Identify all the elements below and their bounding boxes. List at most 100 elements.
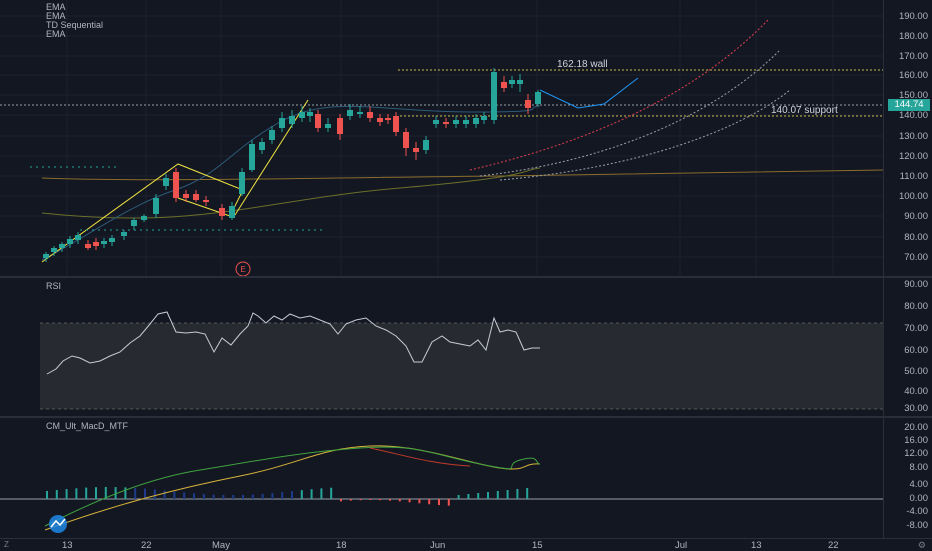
candle-body[interactable]: [501, 82, 507, 88]
candle-body[interactable]: [377, 118, 383, 122]
candle-body[interactable]: [423, 140, 429, 150]
macd-tick: 12.00: [904, 448, 928, 459]
candle-body[interactable]: [249, 144, 255, 170]
candle-body[interactable]: [385, 118, 391, 120]
pane-separator[interactable]: [0, 276, 932, 278]
macd-title[interactable]: CM_Ult_MacD_MTF: [46, 421, 129, 431]
candle-body[interactable]: [403, 132, 409, 148]
candle-body[interactable]: [473, 118, 479, 124]
legend-ema-3[interactable]: EMA: [46, 29, 66, 39]
candle-body[interactable]: [337, 118, 343, 134]
candle-body[interactable]: [517, 80, 523, 84]
candle-body[interactable]: [131, 220, 137, 226]
candle-body[interactable]: [535, 92, 541, 104]
macd-axis[interactable]: 20.00 16.00 12.00 8.00 4.00 0.00 -4.00 -…: [883, 418, 932, 538]
candle-body[interactable]: [85, 244, 91, 248]
candle-body[interactable]: [269, 130, 275, 140]
candle-body[interactable]: [203, 200, 209, 202]
price-tick: 110.00: [899, 171, 928, 182]
pane-separator[interactable]: [0, 416, 932, 418]
candle-body[interactable]: [193, 194, 199, 200]
candle-body[interactable]: [299, 112, 305, 118]
wall-annotation[interactable]: 162.18 wall: [557, 59, 608, 70]
macd-hist-bar: [428, 499, 431, 505]
rsi-title[interactable]: RSI: [46, 281, 62, 291]
candle-body[interactable]: [43, 254, 49, 258]
macd-hist-bar: [153, 489, 156, 499]
price-tick: 160.00: [898, 70, 928, 81]
candle-body[interactable]: [491, 72, 497, 120]
legend-ema-1[interactable]: EMA: [46, 2, 66, 12]
price-tick: 80.00: [904, 232, 928, 243]
candle-body[interactable]: [153, 198, 159, 214]
candle-body[interactable]: [509, 80, 515, 84]
candle-body[interactable]: [259, 142, 265, 150]
candle-body[interactable]: [173, 172, 179, 198]
candle-body[interactable]: [357, 112, 363, 114]
earnings-marker[interactable]: [235, 261, 251, 276]
macd-hist-bar: [46, 491, 48, 499]
candle-body[interactable]: [51, 248, 57, 252]
candle-body[interactable]: [315, 114, 321, 128]
breakout-trendline[interactable]: [234, 99, 309, 216]
macd-hist-bar: [438, 499, 440, 506]
macd-tick: 8.00: [909, 462, 929, 473]
candle-body[interactable]: [67, 239, 73, 244]
candle-body[interactable]: [433, 120, 439, 124]
candle-body[interactable]: [453, 120, 459, 124]
price-chart-pane[interactable]: E EMA EMA TD Sequential EMA 162.18 wall …: [0, 0, 884, 276]
candle-body[interactable]: [101, 241, 107, 244]
macd-hist-bar: [55, 490, 58, 499]
candles-group[interactable]: [43, 68, 541, 262]
macd-tick: 20.00: [904, 422, 928, 433]
macd-hist-bar: [85, 487, 88, 499]
macd-hist-bar: [369, 499, 372, 501]
macd-pane[interactable]: CM_Ult_MacD_MTF: [0, 418, 884, 538]
rsi-axis[interactable]: 90.00 80.00 70.00 60.00 50.00 40.00 30.0…: [883, 278, 932, 416]
candle-body[interactable]: [481, 116, 487, 120]
candle-body[interactable]: [443, 122, 449, 124]
macd-hist-bar: [114, 487, 117, 499]
candle-body[interactable]: [413, 148, 419, 152]
candle-body[interactable]: [229, 206, 235, 218]
macd-hist-bar: [310, 489, 313, 499]
candle-body[interactable]: [75, 235, 81, 240]
macd-hist-bar: [251, 494, 254, 499]
legend-ema-2[interactable]: EMA: [46, 11, 66, 21]
candle-body[interactable]: [239, 172, 245, 194]
candle-body[interactable]: [347, 110, 353, 116]
candle-body[interactable]: [325, 124, 331, 128]
candle-body[interactable]: [183, 194, 189, 198]
macd-hist-bar: [340, 499, 342, 502]
candle-body[interactable]: [307, 112, 313, 116]
time-label: Jul: [675, 540, 688, 551]
candle-body[interactable]: [279, 118, 285, 128]
price-tick: 140.00: [898, 110, 928, 121]
candle-body[interactable]: [141, 216, 147, 220]
time-axis[interactable]: Z 13 22 May 18 Jun 15 Jul 13 22 ⚙: [0, 538, 932, 551]
time-label: 18: [336, 540, 347, 551]
candle-body[interactable]: [525, 100, 531, 108]
macd-hist-bar: [320, 488, 323, 499]
gear-icon[interactable]: ⚙: [917, 540, 926, 550]
scale-toggle-button[interactable]: Z: [4, 540, 9, 549]
candle-body[interactable]: [121, 232, 127, 236]
candle-body[interactable]: [393, 116, 399, 132]
price-axis[interactable]: 190.00 180.00 170.00 160.00 150.00 140.0…: [883, 0, 932, 276]
projection-path[interactable]: [539, 77, 639, 109]
candle-body[interactable]: [219, 208, 225, 216]
candle-body[interactable]: [289, 116, 295, 124]
candle-body[interactable]: [463, 120, 469, 124]
price-tick: 90.00: [904, 211, 928, 222]
candle-body[interactable]: [59, 244, 65, 248]
candle-body[interactable]: [109, 238, 115, 242]
candle-body[interactable]: [93, 242, 99, 246]
tradingview-logo[interactable]: [49, 515, 67, 533]
candle-body[interactable]: [367, 112, 373, 118]
macd-hist-bar: [487, 492, 489, 499]
rsi-pane[interactable]: RSI: [0, 278, 884, 416]
candle-body[interactable]: [163, 178, 169, 186]
legend-td-sequential[interactable]: TD Sequential: [46, 20, 104, 30]
support-annotation[interactable]: 140.07 support: [771, 105, 838, 116]
price-chart-canvas[interactable]: E: [0, 0, 884, 276]
